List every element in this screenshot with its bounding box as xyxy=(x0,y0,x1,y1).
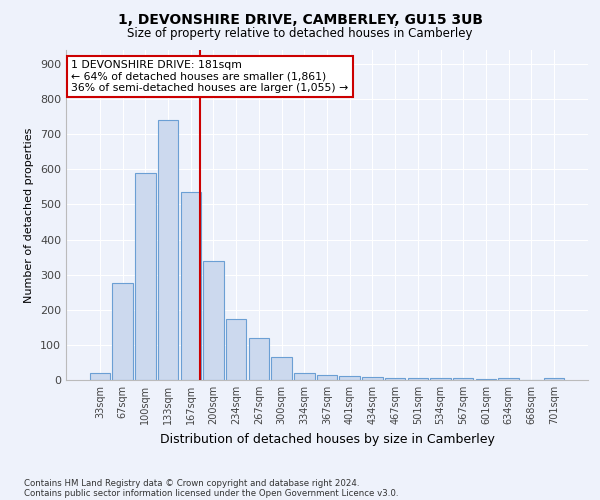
Y-axis label: Number of detached properties: Number of detached properties xyxy=(25,128,34,302)
Text: Contains public sector information licensed under the Open Government Licence v3: Contains public sector information licen… xyxy=(24,488,398,498)
Bar xyxy=(158,120,178,380)
Bar xyxy=(544,378,564,380)
Bar xyxy=(181,192,201,380)
Text: 1 DEVONSHIRE DRIVE: 181sqm
← 64% of detached houses are smaller (1,861)
36% of s: 1 DEVONSHIRE DRIVE: 181sqm ← 64% of deta… xyxy=(71,60,349,93)
Bar xyxy=(271,357,292,380)
Bar xyxy=(226,318,247,380)
Bar xyxy=(90,373,110,380)
Bar xyxy=(248,338,269,380)
Bar xyxy=(317,374,337,380)
X-axis label: Distribution of detached houses by size in Camberley: Distribution of detached houses by size … xyxy=(160,432,494,446)
Bar xyxy=(340,376,360,380)
Bar xyxy=(385,378,406,380)
Bar xyxy=(407,378,428,380)
Bar xyxy=(476,379,496,380)
Bar xyxy=(112,284,133,380)
Bar xyxy=(430,378,451,380)
Bar xyxy=(135,173,155,380)
Bar xyxy=(294,373,314,380)
Text: Contains HM Land Registry data © Crown copyright and database right 2024.: Contains HM Land Registry data © Crown c… xyxy=(24,478,359,488)
Text: Size of property relative to detached houses in Camberley: Size of property relative to detached ho… xyxy=(127,28,473,40)
Bar xyxy=(362,377,383,380)
Bar xyxy=(453,378,473,380)
Bar xyxy=(499,378,519,380)
Bar xyxy=(203,260,224,380)
Text: 1, DEVONSHIRE DRIVE, CAMBERLEY, GU15 3UB: 1, DEVONSHIRE DRIVE, CAMBERLEY, GU15 3UB xyxy=(118,12,482,26)
